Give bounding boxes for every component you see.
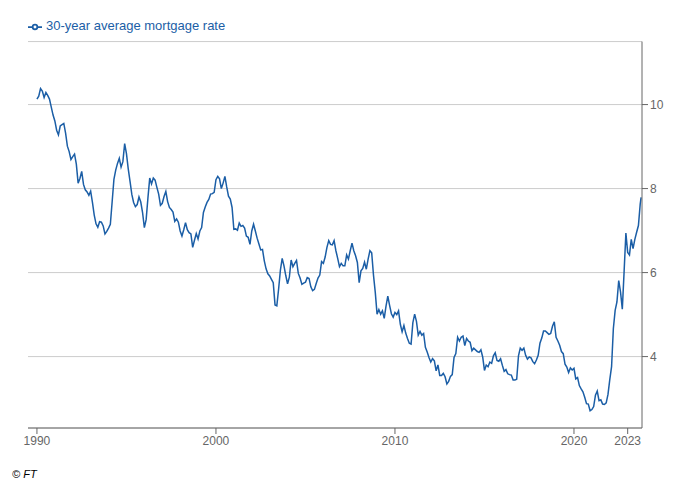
svg-text:2023: 2023 <box>614 434 641 448</box>
svg-text:10: 10 <box>650 98 664 112</box>
svg-text:2020: 2020 <box>561 434 588 448</box>
svg-text:8: 8 <box>650 182 657 196</box>
svg-text:1990: 1990 <box>24 434 51 448</box>
svg-text:2000: 2000 <box>203 434 230 448</box>
svg-text:6: 6 <box>650 266 657 280</box>
html-text:30-year average mortgage rate: 30-year average mortgage rate <box>46 18 226 33</box>
svg-text:4: 4 <box>650 350 657 364</box>
svg-text:2010: 2010 <box>382 434 409 448</box>
html-text:© FT: © FT <box>12 468 37 480</box>
